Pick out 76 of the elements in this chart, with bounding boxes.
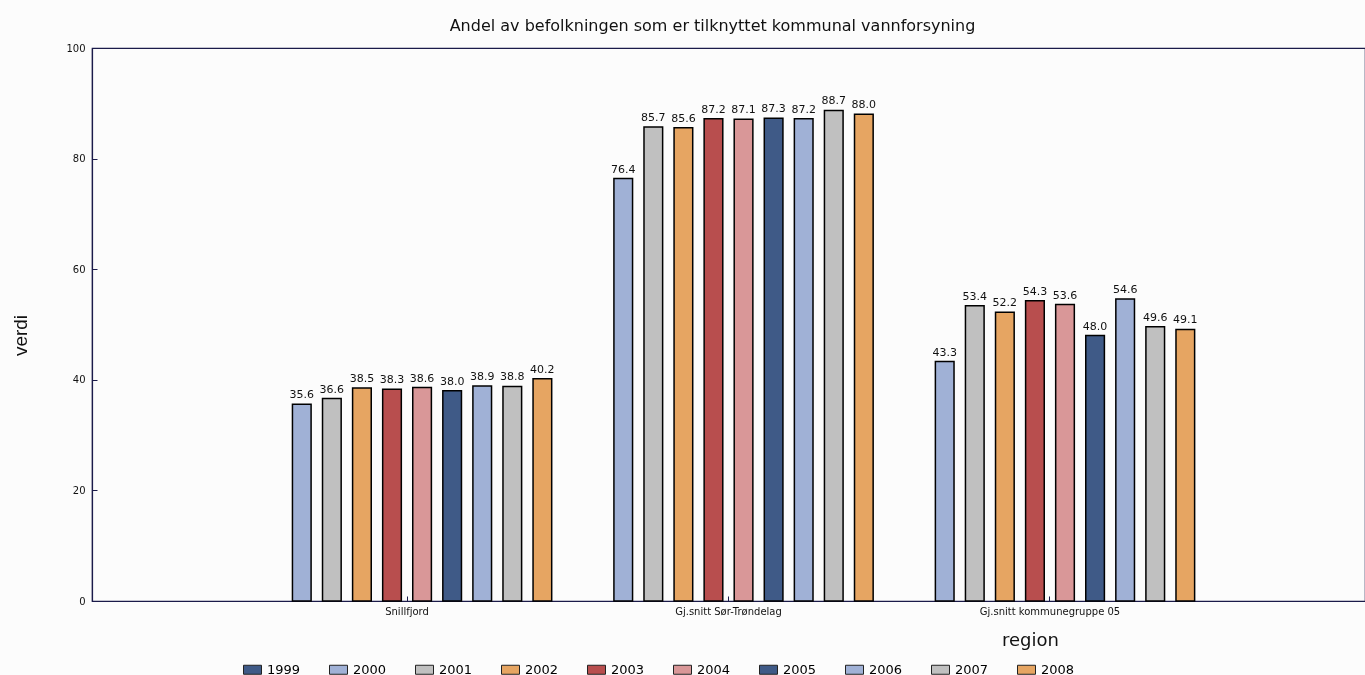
y-tick-label: 0 — [79, 595, 86, 607]
x-tick-label: Gj.snitt kommunegruppe 05 — [979, 605, 1121, 617]
legend-label: 2001 — [439, 661, 473, 675]
bar — [1115, 298, 1136, 602]
legend-label: 2008 — [1041, 661, 1075, 675]
bar — [502, 385, 523, 602]
data-label: 54.6 — [1112, 283, 1138, 297]
data-label: 53.6 — [1052, 288, 1078, 302]
data-label: 35.6 — [289, 388, 315, 402]
data-label: 87.2 — [791, 102, 816, 116]
bar — [763, 117, 784, 602]
data-label: 88.0 — [851, 98, 877, 112]
legend-label: 2004 — [697, 661, 731, 675]
bar — [613, 177, 634, 602]
data-label: 87.2 — [701, 102, 726, 116]
data-label: 48.0 — [1082, 319, 1108, 333]
legend-label: 2006 — [869, 661, 903, 675]
data-label: 49.1 — [1173, 313, 1198, 327]
data-label: 43.3 — [932, 345, 957, 359]
legend-label: 2000 — [353, 661, 387, 675]
y-tick-label: 100 — [66, 42, 86, 54]
x-tick-label: Snillfjord — [385, 605, 429, 617]
data-label: 54.3 — [1022, 284, 1048, 298]
bar — [1145, 325, 1166, 602]
data-label: 38.5 — [349, 372, 375, 386]
bar — [1085, 334, 1106, 602]
data-label: 76.4 — [610, 162, 636, 176]
bar — [853, 113, 874, 602]
data-label: 87.3 — [761, 102, 786, 116]
bar — [1024, 299, 1045, 602]
data-label: 88.7 — [821, 94, 847, 108]
bar — [472, 385, 493, 602]
bar — [291, 403, 312, 602]
legend-label: 2007 — [955, 661, 989, 675]
data-label: 49.6 — [1142, 310, 1168, 324]
bar — [412, 386, 433, 602]
bar — [994, 311, 1015, 602]
bar — [351, 387, 372, 602]
data-label: 36.6 — [319, 382, 345, 396]
bar — [532, 377, 553, 602]
y-tick-label: 20 — [72, 484, 86, 496]
data-label: 53.4 — [962, 289, 988, 303]
data-label: 38.8 — [500, 370, 525, 384]
data-label: 38.3 — [379, 373, 405, 387]
data-label: 38.9 — [469, 369, 495, 383]
bar — [823, 109, 844, 602]
bar — [673, 126, 694, 602]
legend-label: 2002 — [525, 661, 559, 675]
bar — [733, 118, 754, 602]
bar — [321, 397, 342, 602]
bar — [793, 118, 814, 602]
bar — [703, 118, 724, 602]
x-tick-label: Gj.snitt Sør-Trøndelag — [675, 605, 782, 617]
bar — [964, 304, 985, 602]
y-tick-label: 80 — [72, 153, 86, 165]
data-label: 85.6 — [671, 111, 696, 125]
bar — [442, 390, 463, 602]
bar — [934, 360, 955, 602]
legend-label: 2003 — [611, 661, 645, 675]
y-tick-label: 60 — [72, 263, 86, 275]
x-axis-title: region — [1002, 628, 1059, 650]
data-label: 52.2 — [992, 296, 1018, 310]
y-tick-label: 40 — [72, 374, 86, 386]
data-label: 38.6 — [409, 371, 435, 385]
legend-label: 1999 — [267, 661, 301, 675]
bar — [643, 126, 664, 602]
legend-label: 2005 — [783, 661, 817, 675]
data-label: 38.0 — [439, 374, 465, 388]
chart-title: Andel av befolkningen som er tilknyttet kommunal vannforsyning — [449, 16, 976, 35]
data-label: 40.2 — [530, 362, 555, 376]
bar — [381, 388, 403, 602]
y-axis-title: verdi — [9, 314, 31, 357]
data-label: 85.7 — [641, 111, 666, 125]
data-label: 87.1 — [731, 103, 756, 117]
bar — [1175, 328, 1196, 602]
bar — [1054, 303, 1076, 602]
